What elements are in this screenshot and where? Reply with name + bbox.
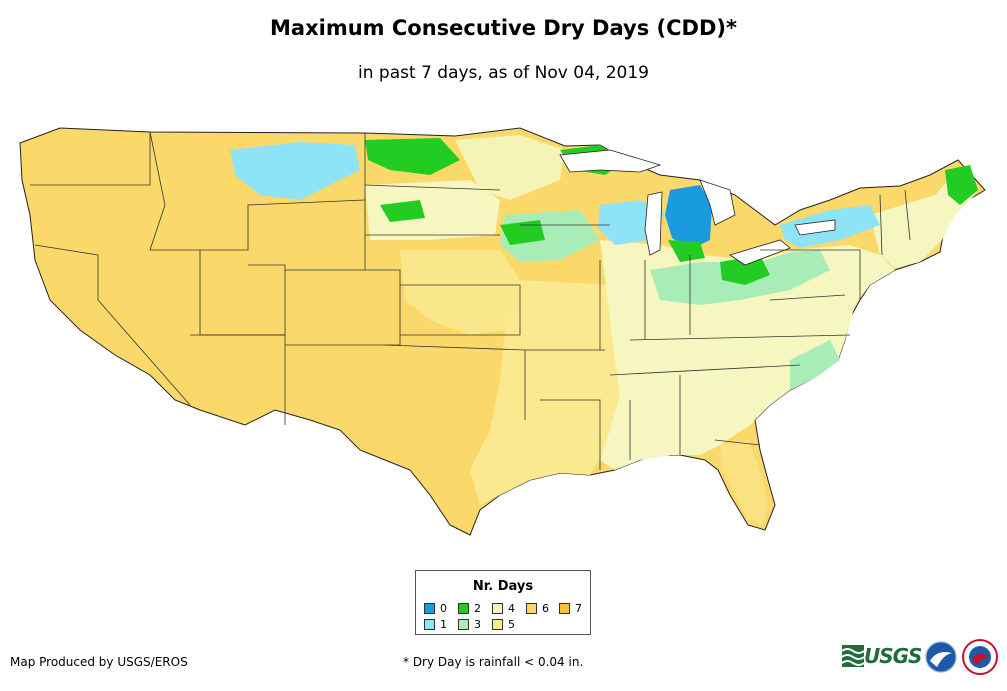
lake-michigan [644, 191, 663, 256]
noaa-logo-icon [925, 641, 957, 673]
legend-swatch-3 [458, 619, 469, 630]
nws-logo-icon [962, 639, 998, 675]
region-3-days-southeast-coast [790, 340, 840, 390]
region-5-days-florida [720, 440, 768, 525]
legend-swatch-2 [458, 603, 469, 614]
region-4-days-minnesota [455, 135, 565, 200]
region-2-days-south-dakota [380, 200, 425, 222]
legend-swatch-6 [526, 603, 537, 614]
lake-superior [559, 149, 662, 173]
lake-ontario [794, 219, 836, 236]
map-credit: Map Produced by USGS/EROS [10, 655, 188, 669]
legend-label-7: 7 [575, 602, 582, 615]
dry-day-footnote: * Dry Day is rainfall < 0.04 in. [403, 655, 584, 669]
legend: Nr. Days 0 1 2 3 4 5 6 7 [415, 570, 591, 635]
legend-swatch-5 [492, 619, 503, 630]
region-2-days-north-dakota [365, 138, 460, 175]
legend-label-5: 5 [508, 618, 515, 631]
legend-item-1: 1 [424, 618, 447, 631]
legend-label-3: 3 [474, 618, 481, 631]
region-2-days-iowa [500, 220, 545, 245]
region-1-day-montana [230, 142, 360, 200]
legend-swatch-1 [424, 619, 435, 630]
legend-item-3: 3 [458, 618, 481, 631]
region-2-days-maine [945, 165, 978, 205]
state-boundaries [30, 131, 911, 470]
map-subtitle: in past 7 days, as of Nov 04, 2019 [358, 63, 649, 83]
us-dry-days-map [19, 127, 986, 536]
legend-item-5: 5 [492, 618, 515, 631]
usgs-wave-icon [842, 645, 864, 667]
legend-label-4: 4 [508, 602, 515, 615]
region-4-days-north-plains [365, 180, 500, 240]
lake-erie [729, 239, 791, 266]
map-title: Maximum Consecutive Dry Days (CDD)* [270, 16, 737, 40]
region-5-days-plains [400, 250, 520, 335]
legend-label-1: 1 [440, 618, 447, 631]
legend-label-0: 0 [440, 602, 447, 615]
region-0-days-lower-michigan [665, 185, 712, 250]
legend-label-6: 6 [542, 602, 549, 615]
legend-item-7: 7 [559, 602, 582, 615]
legend-label-2: 2 [474, 602, 481, 615]
legend-item-2: 2 [458, 602, 481, 615]
legend-item-0: 0 [424, 602, 447, 615]
legend-title: Nr. Days [472, 579, 534, 594]
lake-huron [699, 179, 736, 226]
legend-swatch-0 [424, 603, 435, 614]
legend-swatch-7 [559, 603, 570, 614]
region-2-days-southwest-michigan [668, 240, 705, 262]
usgs-logo: USGS [842, 642, 922, 670]
region-2-days-ohio [720, 255, 770, 285]
legend-item-6: 6 [526, 602, 549, 615]
usgs-logo-text: USGS [864, 644, 922, 668]
legend-swatch-4 [492, 603, 503, 614]
legend-item-4: 4 [492, 602, 515, 615]
conus-outline [19, 127, 986, 536]
